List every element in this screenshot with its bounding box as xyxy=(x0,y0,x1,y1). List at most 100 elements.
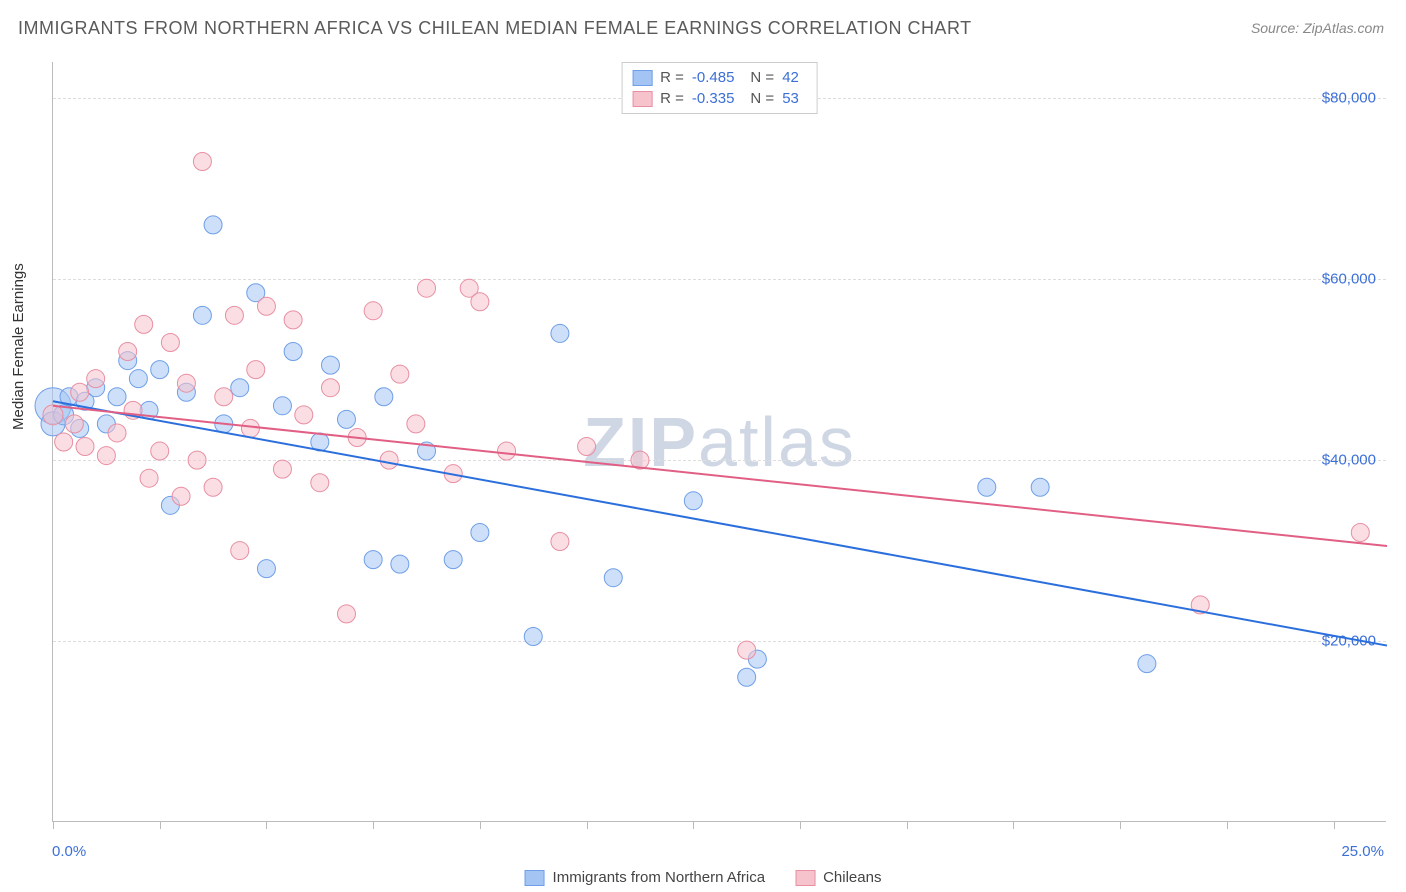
data-point xyxy=(311,474,329,492)
data-point xyxy=(321,356,339,374)
data-point xyxy=(295,406,313,424)
data-point xyxy=(225,306,243,324)
data-point xyxy=(188,451,206,469)
data-point xyxy=(71,383,89,401)
legend-n-val-0: 42 xyxy=(782,69,799,86)
data-point xyxy=(498,442,516,460)
legend-row-1: R = -0.335 N = 53 xyxy=(632,88,807,109)
data-point xyxy=(284,343,302,361)
data-point xyxy=(108,424,126,442)
xtick xyxy=(1227,821,1228,829)
data-point xyxy=(247,361,265,379)
xtick xyxy=(480,821,481,829)
xtick xyxy=(266,821,267,829)
data-point xyxy=(129,370,147,388)
data-point xyxy=(1351,523,1369,541)
plot-svg xyxy=(53,62,1386,821)
legend-r-val-0: -0.485 xyxy=(692,69,735,86)
data-point xyxy=(391,555,409,573)
legend-label: Immigrants from Northern Africa xyxy=(553,869,766,886)
legend-swatch xyxy=(795,870,815,886)
legend-n-val-1: 53 xyxy=(782,90,799,107)
data-point xyxy=(135,315,153,333)
data-point xyxy=(337,605,355,623)
chart-area: ZIPatlas $20,000$40,000$60,000$80,000 R … xyxy=(52,62,1386,822)
xtick xyxy=(1120,821,1121,829)
legend-swatch-1 xyxy=(632,91,652,107)
y-axis-label: Median Female Earnings xyxy=(10,263,27,430)
legend-item: Immigrants from Northern Africa xyxy=(525,869,766,886)
data-point xyxy=(364,551,382,569)
data-point xyxy=(375,388,393,406)
data-point xyxy=(284,311,302,329)
data-point xyxy=(471,523,489,541)
data-point xyxy=(161,333,179,351)
data-point xyxy=(1138,655,1156,673)
data-point xyxy=(215,388,233,406)
data-point xyxy=(978,478,996,496)
xtick-label-max: 25.0% xyxy=(1341,843,1384,860)
data-point xyxy=(97,447,115,465)
legend-r-val-1: -0.335 xyxy=(692,90,735,107)
chart-title: IMMIGRANTS FROM NORTHERN AFRICA VS CHILE… xyxy=(18,18,972,39)
data-point xyxy=(65,415,83,433)
legend-swatch-0 xyxy=(632,70,652,86)
data-point xyxy=(471,293,489,311)
legend-item: Chileans xyxy=(795,869,881,886)
data-point xyxy=(241,419,259,437)
xtick xyxy=(373,821,374,829)
legend-r-label-0: R = xyxy=(660,69,684,86)
data-point xyxy=(76,438,94,456)
data-point xyxy=(364,302,382,320)
xtick xyxy=(160,821,161,829)
data-point xyxy=(604,569,622,587)
data-point xyxy=(43,405,63,425)
legend-row-0: R = -0.485 N = 42 xyxy=(632,67,807,88)
legend-label: Chileans xyxy=(823,869,881,886)
data-point xyxy=(524,628,542,646)
data-point xyxy=(231,379,249,397)
data-point xyxy=(738,641,756,659)
data-point xyxy=(407,415,425,433)
xtick xyxy=(53,821,54,829)
data-point xyxy=(321,379,339,397)
data-point xyxy=(380,451,398,469)
data-point xyxy=(151,361,169,379)
xtick xyxy=(1334,821,1335,829)
data-point xyxy=(337,410,355,428)
data-point xyxy=(204,478,222,496)
data-point xyxy=(140,469,158,487)
legend-n-label-1: N = xyxy=(750,90,774,107)
data-point xyxy=(578,438,596,456)
data-point xyxy=(684,492,702,510)
legend-n-label-0: N = xyxy=(750,69,774,86)
data-point xyxy=(193,306,211,324)
source-label: Source: ZipAtlas.com xyxy=(1251,20,1384,36)
data-point xyxy=(177,374,195,392)
data-point xyxy=(1031,478,1049,496)
data-point xyxy=(257,297,275,315)
legend-swatch xyxy=(525,870,545,886)
data-point xyxy=(172,487,190,505)
data-point xyxy=(55,433,73,451)
xtick xyxy=(1013,821,1014,829)
data-point xyxy=(87,370,105,388)
data-point xyxy=(418,279,436,297)
data-point xyxy=(444,551,462,569)
data-point xyxy=(151,442,169,460)
xtick xyxy=(693,821,694,829)
xtick xyxy=(587,821,588,829)
xtick xyxy=(800,821,801,829)
data-point xyxy=(204,216,222,234)
data-point xyxy=(119,343,137,361)
data-point xyxy=(551,533,569,551)
xtick-label-min: 0.0% xyxy=(52,843,86,860)
xtick xyxy=(907,821,908,829)
trend-line xyxy=(53,401,1387,645)
data-point xyxy=(231,542,249,560)
data-point xyxy=(108,388,126,406)
data-point xyxy=(738,668,756,686)
legend-series: Immigrants from Northern Africa Chileans xyxy=(525,869,882,886)
legend-correlation: R = -0.485 N = 42 R = -0.335 N = 53 xyxy=(621,62,818,114)
data-point xyxy=(273,460,291,478)
